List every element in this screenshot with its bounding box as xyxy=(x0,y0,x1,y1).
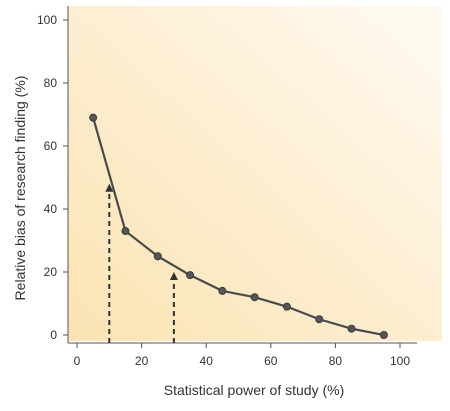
arrow-head xyxy=(105,183,114,192)
plot-background xyxy=(68,6,442,341)
data-point xyxy=(121,227,130,236)
x-tick-label: 80 xyxy=(329,354,343,368)
y-tick-label: 20 xyxy=(44,265,58,279)
data-point xyxy=(250,293,259,302)
data-point xyxy=(315,315,324,324)
data-point xyxy=(282,302,291,311)
x-tick-label: 60 xyxy=(264,354,278,368)
x-axis-title: Statistical power of study (%) xyxy=(164,382,345,398)
data-point xyxy=(153,252,162,261)
y-axis-title: Relative bias of research finding (%) xyxy=(12,76,28,301)
y-tick-label: 0 xyxy=(50,328,57,342)
data-point xyxy=(218,286,227,295)
data-point xyxy=(186,271,195,280)
y-tick-label: 60 xyxy=(44,139,58,153)
x-tick-label: 40 xyxy=(200,354,214,368)
data-point xyxy=(347,324,356,333)
series-line xyxy=(92,117,385,337)
x-tick-label: 0 xyxy=(74,354,81,368)
arrow-head xyxy=(169,272,178,280)
x-tick-label: 20 xyxy=(135,354,149,368)
y-tick-label: 80 xyxy=(44,76,58,90)
data-point xyxy=(379,330,388,339)
x-tick-label: 100 xyxy=(390,354,410,368)
data-point xyxy=(89,113,98,122)
y-tick-label: 40 xyxy=(44,202,58,216)
y-tick-label: 100 xyxy=(37,13,57,27)
